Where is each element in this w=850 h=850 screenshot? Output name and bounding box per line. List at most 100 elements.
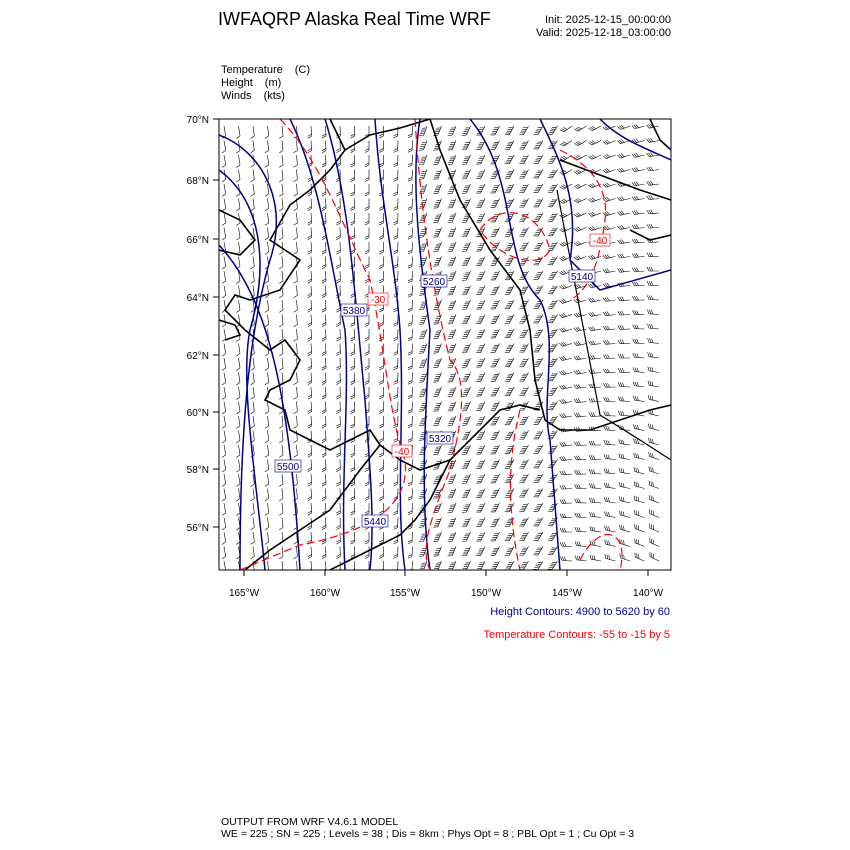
wind-barb xyxy=(490,502,500,513)
wind-barb xyxy=(419,125,428,137)
wind-barb xyxy=(619,553,631,562)
wind-barb xyxy=(264,227,269,241)
wind-barb xyxy=(647,338,660,344)
wind-barb xyxy=(321,328,327,342)
wind-barb xyxy=(336,473,341,487)
wind-barb xyxy=(293,372,298,386)
wind-barb xyxy=(433,212,442,223)
wind-barb xyxy=(461,488,471,499)
wind-barb xyxy=(221,430,226,444)
wind-barb xyxy=(589,483,602,489)
wind-barb xyxy=(447,256,457,267)
wind-barb xyxy=(447,212,457,223)
wind-barb xyxy=(588,226,602,232)
wind-barb xyxy=(407,531,413,545)
wind-barb xyxy=(364,473,370,487)
wind-barb xyxy=(236,444,241,458)
wind-barb xyxy=(364,154,370,168)
wind-barb xyxy=(264,473,269,487)
wind-barb xyxy=(364,183,370,197)
wind-barb xyxy=(519,372,529,382)
wind-barb xyxy=(419,140,428,151)
wind-barb xyxy=(264,140,269,154)
wind-barb xyxy=(504,531,515,542)
wind-barb xyxy=(519,357,529,368)
wind-barb xyxy=(336,343,341,356)
wind-barb xyxy=(519,198,529,208)
wind-barb xyxy=(632,281,645,287)
wind-barb xyxy=(476,270,486,281)
wind-barb xyxy=(350,473,355,487)
wind-barb xyxy=(307,502,312,516)
wind-barb xyxy=(519,212,529,223)
wind-barb xyxy=(236,241,241,255)
wind-barb xyxy=(279,473,284,487)
wind-barb xyxy=(646,295,660,301)
wind-barb xyxy=(617,196,631,202)
wind-barb xyxy=(504,154,515,165)
wind-barb xyxy=(519,227,529,237)
wind-barb xyxy=(336,270,341,284)
wind-barb xyxy=(519,502,529,513)
wind-barb xyxy=(547,299,558,309)
wind-barb xyxy=(407,212,413,226)
wind-barb xyxy=(602,182,616,188)
wind-barb xyxy=(336,198,341,211)
wind-barb xyxy=(433,328,442,339)
wind-barb xyxy=(631,181,645,187)
wind-barb xyxy=(504,299,515,310)
wind-barb xyxy=(407,473,413,487)
lon-tick-label: 160°W xyxy=(310,588,341,599)
wind-barb xyxy=(264,183,269,197)
wind-barb xyxy=(504,546,515,556)
wind-barb xyxy=(293,386,298,400)
wind-barb xyxy=(447,357,457,368)
wind-barb xyxy=(350,212,355,226)
lat-tick-label: 56°N xyxy=(187,523,209,534)
wind-barb xyxy=(547,270,558,280)
wind-barb xyxy=(504,401,515,411)
wind-barb xyxy=(617,139,631,145)
svg-text:5380: 5380 xyxy=(343,306,366,317)
wind-barb xyxy=(519,256,529,266)
wind-barb xyxy=(476,357,486,368)
wind-barb xyxy=(619,510,631,518)
wind-barb xyxy=(364,531,370,545)
wind-barb xyxy=(573,198,587,204)
wind-barb xyxy=(574,498,587,504)
wind-barb xyxy=(588,140,602,146)
wind-barb xyxy=(336,459,341,472)
wind-barb xyxy=(447,502,457,513)
wind-barb xyxy=(633,424,645,431)
wind-barb xyxy=(533,473,544,483)
wind-barb xyxy=(279,270,284,284)
wind-barb xyxy=(221,546,226,560)
wind-barb xyxy=(617,239,631,245)
wind-barb xyxy=(236,488,241,502)
wind-barb xyxy=(618,453,631,460)
wind-barb xyxy=(379,415,384,429)
wind-barb xyxy=(533,285,544,295)
wind-barb xyxy=(461,517,471,528)
wind-barb xyxy=(573,255,587,261)
temperature-label: -40 xyxy=(391,444,413,458)
wind-barb xyxy=(649,509,660,518)
wind-barb xyxy=(250,125,255,139)
wind-barb xyxy=(476,517,486,527)
wind-barb xyxy=(379,531,384,545)
wind-barb xyxy=(264,299,269,313)
wind-barb xyxy=(419,531,428,543)
wind-barb xyxy=(647,380,660,388)
wind-barb xyxy=(407,502,413,516)
wind-barb xyxy=(588,412,602,417)
wind-barb xyxy=(573,326,587,332)
wind-barb xyxy=(307,488,312,502)
wind-barb xyxy=(547,183,558,193)
wind-barb xyxy=(307,357,312,371)
wind-barb xyxy=(393,154,399,168)
wind-barb xyxy=(264,531,269,545)
wind-barb xyxy=(336,183,341,197)
wind-barb xyxy=(379,386,384,400)
wind-barb xyxy=(264,517,269,531)
wind-barb xyxy=(307,372,312,386)
